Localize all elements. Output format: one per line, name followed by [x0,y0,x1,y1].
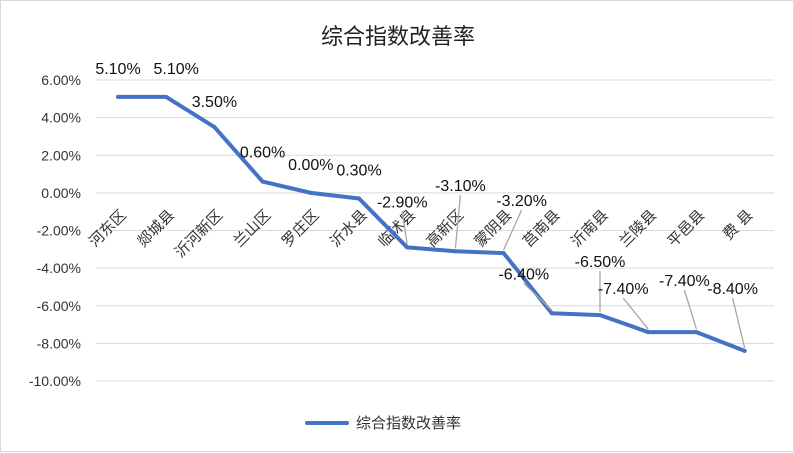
x-tick-label: 沂水县 [326,206,371,251]
y-tick-label: -8.00% [37,335,81,351]
data-point [646,330,651,335]
data-point [357,196,361,201]
y-tick-label: -10.00% [29,373,81,389]
data-label-leader [731,297,746,349]
y-tick-label: 4.00% [41,110,81,126]
data-label: 0.00% [288,157,333,174]
data-point [260,179,265,184]
x-tick-label: 河东区 [85,206,130,251]
data-point [453,249,458,254]
x-tick-label: 郯城县 [133,206,178,251]
data-point [116,94,120,99]
data-label: -7.40% [659,273,710,290]
x-tick-label: 沂南县 [567,206,612,251]
data-label-leader [683,289,698,330]
y-tick-label: 0.00% [41,185,81,201]
x-tick-label: 兰陵县 [615,206,660,251]
data-point [212,125,217,130]
y-tick-label: -4.00% [37,260,81,276]
data-label: 5.10% [154,61,199,78]
data-label-leader [401,211,408,245]
data-point [598,313,602,318]
data-point [694,330,699,335]
data-label-leader [622,297,649,330]
data-label: -8.40% [707,281,758,298]
y-tick-label: -2.00% [37,223,81,239]
x-tick-label: 费 县 [719,206,756,243]
x-tick-label: 兰山区 [230,206,275,251]
x-tick-label: 高新区 [423,206,468,251]
y-tick-label: 2.00% [41,147,81,163]
data-label: -6.40% [498,266,549,283]
data-label-leader [454,195,462,249]
data-label: -3.10% [435,178,486,195]
data-label: -3.20% [496,193,547,210]
x-tick-label: 莒南县 [519,206,564,251]
x-tick-label: 临沭县 [374,206,419,251]
legend-label: 综合指数改善率 [356,414,461,432]
data-label: 5.10% [95,61,140,78]
data-labels: 5.10% 5.10% 3.50% 0.60%0.00% 0.30% -2.90% -3.1… [95,61,758,298]
series-line [116,94,747,353]
y-axis-ticks: 6.00% 4.00% 2.00% 0.00% -2.00% -4.00% -6.00% -8… [29,72,81,389]
legend: 综合指数改善率 [305,414,461,432]
chart-title: 综合指数改善率 [321,25,475,50]
data-label: 3.50% [192,94,237,111]
x-tick-label: 平邑县 [664,206,709,251]
x-tick-label: 罗庄区 [278,206,323,251]
data-label: 0.60% [240,145,285,162]
data-label-leader [523,282,553,311]
data-point [308,190,313,195]
y-tick-label: 6.00% [41,72,81,88]
y-tick-label: -6.00% [37,298,81,314]
data-point [742,348,747,353]
data-point [405,245,410,250]
x-tick-label: 蒙阴县 [471,206,516,251]
data-label: -6.50% [575,254,626,271]
data-label-leader [503,209,523,251]
data-label: -7.40% [598,281,649,298]
data-label: 0.30% [336,163,381,180]
data-label: -2.90% [377,194,428,211]
data-point [164,94,169,99]
series-layer [116,94,747,353]
gridlines [96,79,774,382]
data-point [549,311,554,316]
data-label-leaders [401,195,746,349]
data-point [501,251,506,256]
x-tick-label: 沂河新区 [171,206,226,261]
